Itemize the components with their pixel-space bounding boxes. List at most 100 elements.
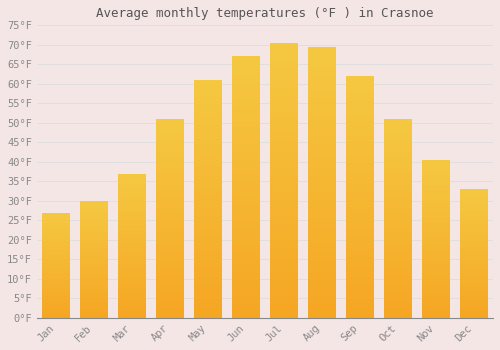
Bar (460, 228, 488, 229)
Bar (194, 184, 222, 187)
Bar (422, 204, 450, 206)
Bar (460, 201, 488, 202)
Bar (308, 93, 336, 96)
Bar (156, 284, 184, 286)
Bar (384, 218, 412, 220)
Bar (118, 286, 146, 288)
Bar (194, 289, 222, 292)
Bar (232, 211, 260, 213)
Bar (384, 268, 412, 270)
Bar (308, 201, 336, 204)
Bar (118, 218, 146, 220)
Bar (42, 228, 70, 229)
Bar (422, 209, 450, 210)
Bar (194, 234, 222, 237)
Bar (270, 167, 298, 169)
Bar (80, 238, 108, 239)
Bar (42, 245, 70, 246)
Bar (422, 187, 450, 188)
Bar (270, 103, 298, 106)
Bar (308, 150, 336, 153)
Bar (308, 223, 336, 226)
Bar (156, 201, 184, 202)
Bar (42, 219, 70, 220)
Bar (384, 274, 412, 276)
Bar (194, 175, 222, 177)
Bar (118, 227, 146, 228)
Bar (270, 249, 298, 252)
Bar (308, 266, 336, 269)
Bar (346, 255, 374, 257)
Bar (194, 94, 222, 97)
Bar (308, 310, 336, 313)
Bar (308, 229, 336, 231)
Bar (42, 286, 70, 287)
Bar (384, 143, 412, 145)
Bar (156, 242, 184, 244)
Bar (156, 238, 184, 240)
Bar (42, 259, 70, 260)
Bar (270, 208, 298, 211)
Bar (118, 174, 146, 175)
Bar (422, 176, 450, 177)
Bar (384, 298, 412, 300)
Bar (156, 139, 184, 141)
Bar (42, 258, 70, 259)
Bar (42, 236, 70, 237)
Bar (232, 242, 260, 245)
Bar (384, 184, 412, 187)
Bar (80, 310, 108, 311)
Bar (42, 227, 70, 228)
Bar (422, 274, 450, 275)
Bar (232, 297, 260, 300)
Bar (156, 133, 184, 135)
Bar (194, 127, 222, 130)
Bar (42, 280, 70, 281)
Bar (80, 239, 108, 240)
Bar (308, 79, 336, 82)
Bar (346, 112, 374, 115)
Bar (422, 278, 450, 280)
Bar (384, 300, 412, 302)
Bar (80, 303, 108, 304)
Bar (194, 211, 222, 213)
Bar (42, 277, 70, 278)
Bar (422, 182, 450, 183)
Bar (118, 276, 146, 278)
Bar (308, 52, 336, 55)
Bar (346, 192, 374, 195)
Bar (194, 199, 222, 201)
Bar (80, 306, 108, 307)
Bar (308, 293, 336, 296)
Bar (346, 226, 374, 228)
Bar (42, 294, 70, 295)
Bar (80, 223, 108, 224)
Bar (422, 296, 450, 298)
Bar (346, 124, 374, 127)
Bar (308, 234, 336, 237)
Bar (118, 202, 146, 204)
Bar (308, 71, 336, 74)
Bar (346, 110, 374, 112)
Bar (156, 175, 184, 177)
Bar (422, 232, 450, 234)
Bar (308, 82, 336, 85)
Bar (156, 195, 184, 196)
Bar (422, 307, 450, 308)
Bar (460, 278, 488, 279)
Bar (156, 232, 184, 234)
Bar (232, 205, 260, 208)
Bar (194, 177, 222, 180)
Bar (156, 131, 184, 133)
Bar (42, 299, 70, 300)
Bar (346, 260, 374, 262)
Bar (156, 127, 184, 129)
Bar (118, 311, 146, 312)
Bar (118, 178, 146, 179)
Bar (460, 292, 488, 293)
Bar (384, 157, 412, 159)
Bar (194, 313, 222, 315)
Bar (308, 280, 336, 282)
Bar (194, 106, 222, 108)
Bar (232, 193, 260, 195)
